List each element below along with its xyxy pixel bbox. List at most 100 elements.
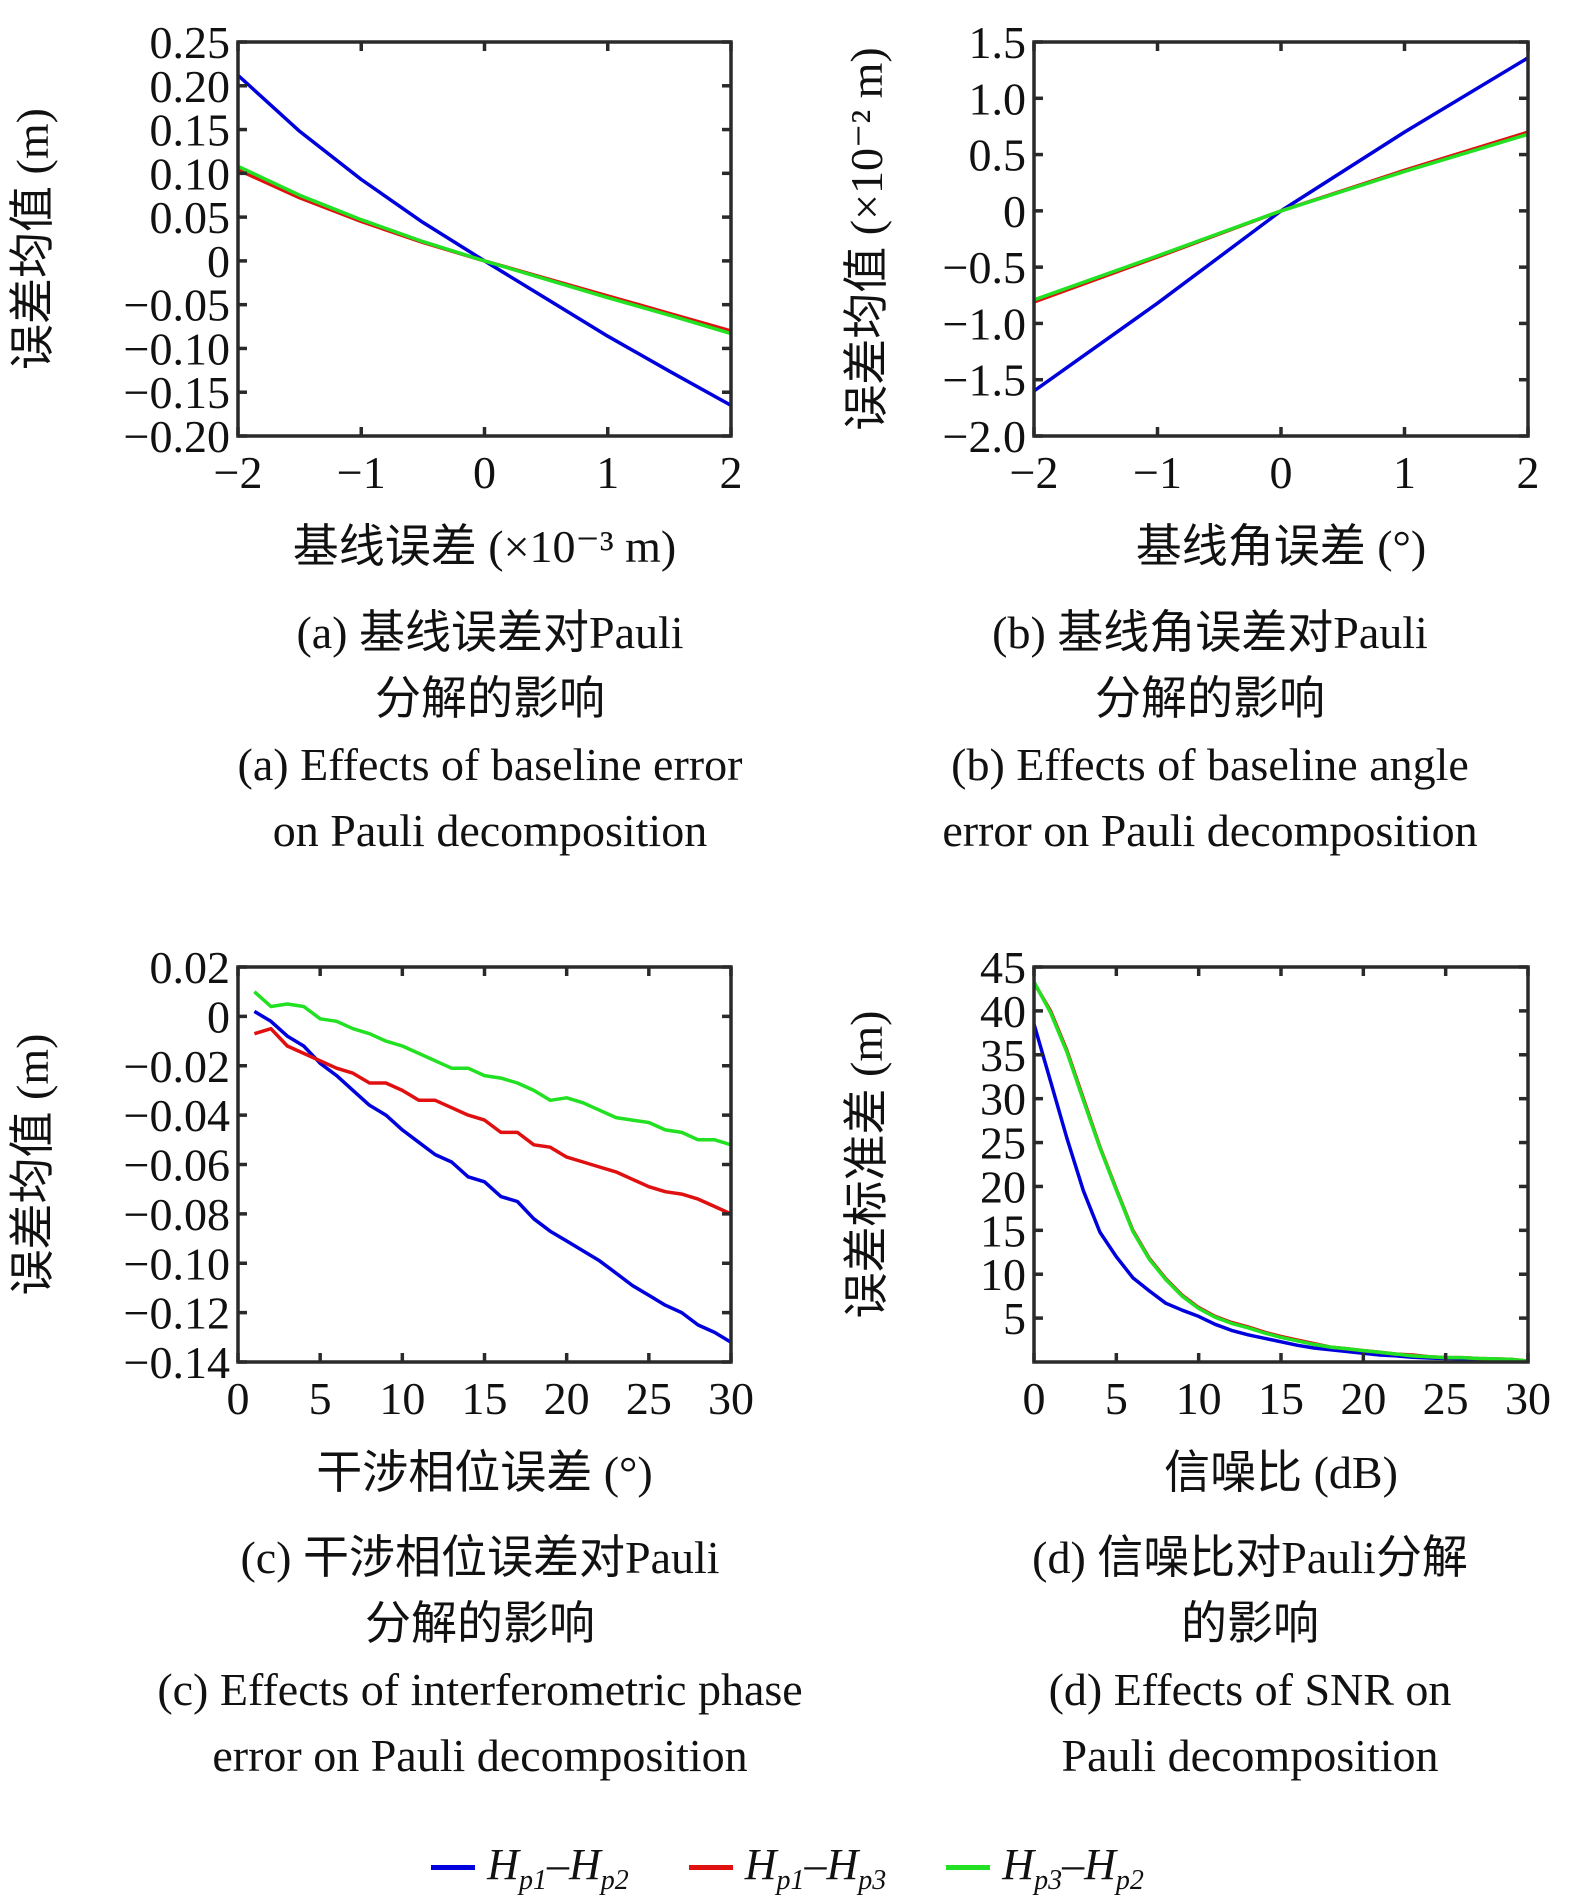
- y-tick-label: 30: [980, 1074, 1026, 1125]
- caption-c: (c) 干涉相位误差对Pauli 分解的影响 (c) Effects of in…: [20, 1525, 940, 1789]
- x-tick-label: −1: [1133, 447, 1182, 498]
- x-tick-label: 5: [1105, 1373, 1128, 1424]
- caption-a-cn-line1: (a) 基线误差对Pauli: [296, 607, 684, 658]
- y-tick-label: −0.02: [124, 1041, 230, 1092]
- series-line-hp1-hp2: [253, 1009, 731, 1344]
- y-tick-label: 10: [980, 1249, 1026, 1300]
- caption-d-cn-line2: 的影响: [1181, 1598, 1319, 1649]
- y-axis-title: 误差均值 (m): [7, 1034, 58, 1296]
- y-tick-label: −0.04: [124, 1090, 230, 1141]
- caption-d-cn-line1: (d) 信噪比对Pauli分解: [1032, 1532, 1468, 1583]
- legend-item-hp1-hp2: Hp1–Hp2: [431, 1839, 629, 1897]
- y-tick-label: 0.15: [150, 105, 231, 156]
- chart-c: 0 5 10 15 20 25 300.020−0.02−0.04−0.06−0.08−0.…: [7, 942, 754, 1498]
- x-tick-label: 0: [473, 447, 496, 498]
- chart-a: −2 −1 0 1 20.250.200.150.100.050−0.05−0.10−0…: [7, 17, 743, 572]
- x-tick-label: −2: [1010, 447, 1059, 498]
- y-tick-label: −0.14: [124, 1337, 230, 1388]
- y-tick-label: 5: [1003, 1293, 1026, 1344]
- y-axis-title: 误差均值 (m): [7, 108, 58, 370]
- caption-c-cn-line1: (c) 干涉相位误差对Pauli: [240, 1532, 720, 1583]
- x-tick-label: 20: [1340, 1373, 1386, 1424]
- x-tick-label: 2: [720, 447, 743, 498]
- plot-frame: [236, 965, 733, 1364]
- plot-frame: [236, 40, 733, 438]
- y-tick-label: −0.5: [943, 242, 1026, 293]
- y-tick-label: 0.10: [150, 148, 231, 199]
- series-line-hp3-hp2: [238, 164, 731, 336]
- caption-a-en-line2: on Pauli decomposition: [272, 805, 708, 856]
- series-line-hp3-hp2: [1034, 981, 1528, 1362]
- caption-a-cn-line2: 分解的影响: [375, 673, 605, 724]
- x-tick-label: 0: [1023, 1373, 1046, 1424]
- x-axis-title: 干涉相位误差 (°): [316, 1447, 653, 1498]
- y-tick-label: 0.25: [150, 17, 231, 68]
- y-tick-label: 15: [980, 1205, 1026, 1256]
- caption-b: (b) 基线角误差对Pauli 分解的影响 (b) Effects of bas…: [860, 600, 1560, 864]
- legend: Hp1–Hp2 Hp1–Hp3 Hp3–Hp2: [0, 1838, 1575, 1898]
- y-tick-label: −0.10: [124, 323, 230, 374]
- series-line-hp1-hp2: [1034, 56, 1528, 393]
- y-tick-label: 0: [1003, 186, 1026, 237]
- y-tick-label: 40: [980, 986, 1026, 1037]
- caption-c-cn-line2: 分解的影响: [365, 1598, 595, 1649]
- x-tick-label: 2: [1517, 447, 1540, 498]
- legend-swatch-blue: [431, 1865, 476, 1871]
- series-line-hp1-hp3: [238, 168, 731, 333]
- y-tick-label: −0.05: [124, 280, 230, 331]
- y-tick-label: 1.5: [969, 17, 1027, 68]
- y-axis-title: 误差均值 (×10⁻² m): [841, 47, 892, 430]
- y-tick-label: 45: [980, 942, 1026, 993]
- caption-b-cn-line1: (b) 基线角误差对Pauli: [992, 607, 1428, 658]
- caption-d-en-line2: Pauli decomposition: [1061, 1730, 1439, 1781]
- y-tick-label: −1.0: [943, 298, 1026, 349]
- series-line-hp3-hp2: [253, 990, 731, 1147]
- y-tick-label: −1.5: [943, 355, 1026, 406]
- y-tick-label: 0: [207, 991, 230, 1042]
- caption-c-en-line2: error on Pauli decomposition: [212, 1730, 748, 1781]
- x-tick-label: 0: [227, 1373, 250, 1424]
- y-tick-label: 20: [980, 1161, 1026, 1212]
- y-tick-label: −0.12: [124, 1288, 230, 1339]
- legend-item-hp1-hp3: Hp1–Hp3: [688, 1839, 886, 1897]
- x-tick-label: 1: [1393, 447, 1416, 498]
- x-tick-label: 20: [544, 1373, 590, 1424]
- series-line-hp1-hp3: [253, 1026, 731, 1216]
- y-tick-label: 0.05: [150, 192, 231, 243]
- x-axis-title: 基线误差 (×10⁻³ m): [293, 521, 676, 572]
- legend-label: Hp1–Hp2: [487, 1840, 629, 1896]
- y-axis-title: 误差标准差 (m): [841, 1011, 892, 1319]
- y-tick-label: −0.06: [124, 1140, 230, 1191]
- series-line-hp1-hp2: [1034, 1023, 1528, 1362]
- x-tick-label: 30: [708, 1373, 754, 1424]
- y-tick-label: −0.20: [124, 411, 230, 462]
- x-tick-label: 15: [1258, 1373, 1304, 1424]
- y-tick-label: −0.08: [124, 1189, 230, 1240]
- x-tick-label: 25: [626, 1373, 672, 1424]
- y-tick-label: 0.02: [150, 942, 231, 993]
- y-tick-label: −0.10: [124, 1238, 230, 1289]
- caption-b-cn-line2: 分解的影响: [1095, 673, 1325, 724]
- x-axis-title: 信噪比 (dB): [1164, 1447, 1398, 1498]
- x-tick-label: 0: [1270, 447, 1293, 498]
- y-tick-label: 0: [207, 236, 230, 287]
- x-tick-label: 25: [1423, 1373, 1469, 1424]
- y-tick-label: 35: [980, 1030, 1026, 1081]
- x-tick-label: −2: [214, 447, 263, 498]
- y-tick-label: 0.5: [969, 130, 1027, 181]
- x-tick-label: −1: [337, 447, 386, 498]
- x-tick-label: 10: [1176, 1373, 1222, 1424]
- caption-a-en-line1: (a) Effects of baseline error: [237, 739, 743, 790]
- x-tick-label: 10: [379, 1373, 425, 1424]
- y-tick-label: −0.15: [124, 367, 230, 418]
- series-line-hp3-hp2: [1034, 132, 1528, 302]
- legend-swatch-red: [688, 1865, 733, 1871]
- legend-label: Hp3–Hp2: [1002, 1840, 1144, 1896]
- x-tick-label: 30: [1505, 1373, 1551, 1424]
- caption-a: (a) 基线误差对Pauli 分解的影响 (a) Effects of base…: [40, 600, 940, 864]
- x-tick-label: 5: [309, 1373, 332, 1424]
- y-tick-label: 25: [980, 1118, 1026, 1169]
- caption-d: (d) 信噪比对Pauli分解 的影响 (d) Effects of SNR o…: [940, 1525, 1560, 1789]
- caption-b-en-line1: (b) Effects of baseline angle: [951, 739, 1469, 790]
